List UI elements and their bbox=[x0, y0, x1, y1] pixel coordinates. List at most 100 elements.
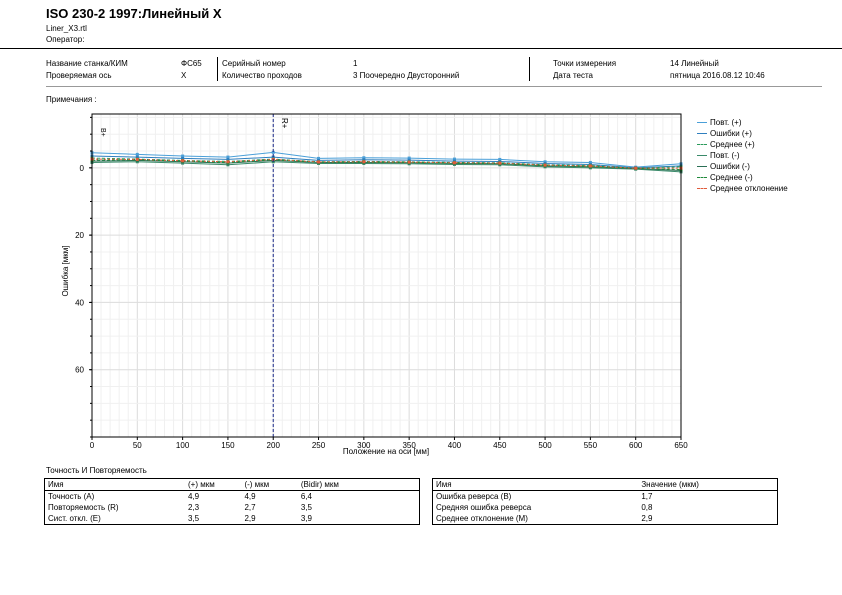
x-tick-label: 500 bbox=[538, 441, 552, 450]
table-row: Средняя ошибка реверса 0,8 bbox=[433, 502, 778, 513]
chart-series bbox=[90, 150, 683, 174]
y-tick-label: 20 bbox=[75, 231, 84, 240]
table-header-cell: Значение (мкм) bbox=[638, 478, 778, 491]
series-point bbox=[135, 152, 139, 156]
legend-entry: Повт. (+) bbox=[697, 118, 742, 127]
series-point bbox=[135, 155, 139, 159]
table-cell: 3,5 bbox=[187, 514, 200, 523]
x-tick-label: 150 bbox=[221, 441, 235, 450]
table-row: Сист. откл. (E) 3,5 2,9 3,9 bbox=[45, 513, 420, 525]
plot-frame bbox=[91, 113, 682, 438]
page-title: ISO 230-2 1997:Линейный X bbox=[46, 6, 222, 21]
reverse-table: Имя Значение (мкм) Ошибка реверса (B) 1,7 Ср… bbox=[432, 478, 778, 525]
y-tick-label: 40 bbox=[75, 298, 84, 307]
legend-swatch bbox=[697, 155, 707, 157]
x-tick-label: 350 bbox=[402, 441, 416, 450]
table-header-cell: (Bidir) мкм bbox=[297, 478, 420, 491]
x-tick-label: 450 bbox=[493, 441, 507, 450]
series-point bbox=[226, 157, 230, 161]
legend-label: Ошибки (+) bbox=[710, 129, 752, 138]
series-point bbox=[498, 161, 502, 165]
table-cell: 4,9 bbox=[187, 492, 200, 501]
y-tick-label: 60 bbox=[75, 366, 84, 375]
points-value: 14 Линейный bbox=[670, 59, 719, 68]
series-point bbox=[362, 160, 366, 164]
info-divider-1 bbox=[217, 57, 218, 81]
series-point bbox=[317, 160, 321, 164]
series-point bbox=[271, 150, 275, 154]
series-point bbox=[407, 160, 411, 164]
x-tick-label: 0 bbox=[90, 441, 95, 450]
series-point bbox=[226, 160, 230, 164]
axis-label: Проверяемая ось bbox=[46, 71, 112, 80]
table-cell: 4,9 bbox=[244, 492, 256, 501]
series-line bbox=[91, 159, 682, 171]
table-cell: 2,9 bbox=[244, 514, 256, 523]
file-name: Liner_X3.rtl bbox=[46, 24, 87, 33]
error-chart: 0 50 100 150 200 250 300 350 400 450 500 550 600 650 0… bbox=[61, 113, 688, 456]
table-header-row: Имя (+) мкм (-) мкм (Bidir) мкм bbox=[44, 478, 420, 491]
legend-entry: Среднее (-) bbox=[697, 173, 753, 182]
series-point bbox=[543, 163, 547, 167]
runs-label: Количество проходов bbox=[222, 71, 302, 80]
operator-label: Оператор: bbox=[46, 35, 85, 44]
legend-swatch bbox=[697, 133, 707, 135]
accuracy-table: Имя (+) мкм (-) мкм (Bidir) мкм Точность (A)… bbox=[44, 478, 420, 525]
serial-value: 1 bbox=[353, 59, 358, 68]
legend-label: Среднее (-) bbox=[710, 173, 753, 182]
header-divider bbox=[0, 48, 842, 49]
legend-label: Среднее (+) bbox=[710, 140, 755, 149]
series-point bbox=[634, 166, 638, 170]
table-cell: 1,7 bbox=[641, 492, 653, 501]
x-axis-label: Положение на оси [мм] bbox=[343, 447, 429, 456]
table-header-cell: (+) мкм bbox=[184, 478, 242, 491]
legend-label: Среднее отклонение bbox=[710, 184, 788, 193]
table-cell: 3,9 bbox=[300, 514, 312, 523]
series-line bbox=[91, 161, 682, 173]
table-cell: 0,8 bbox=[641, 503, 653, 512]
table-header-cell: (-) мкм bbox=[241, 478, 298, 491]
table-cell: Сист. откл. (E) bbox=[48, 514, 101, 523]
table-cell: Повторяемость (R) bbox=[48, 503, 119, 512]
table-cell: 2,3 bbox=[187, 503, 200, 512]
legend-swatch bbox=[697, 188, 707, 190]
series-point bbox=[588, 164, 592, 168]
info-divider-bottom bbox=[46, 86, 822, 87]
table-header-cell: Имя bbox=[44, 478, 185, 491]
series-line bbox=[91, 151, 682, 168]
series-point bbox=[407, 158, 411, 162]
table-row: Точность (A) 4,9 4,9 6,4 bbox=[45, 491, 420, 503]
legend-swatch bbox=[697, 122, 707, 124]
x-tick-label: 100 bbox=[176, 441, 190, 450]
series-point bbox=[317, 156, 321, 160]
y-axis-label: Ошибка [мкм] bbox=[61, 246, 70, 297]
legend-swatch bbox=[697, 144, 707, 146]
series-point bbox=[226, 155, 230, 159]
date-label: Дата теста bbox=[553, 71, 593, 80]
x-tick-label: 250 bbox=[312, 441, 326, 450]
series-point bbox=[135, 157, 139, 161]
table-row: Ошибка реверса (B) 1,7 bbox=[433, 491, 778, 503]
reference-label-b: B+ bbox=[99, 128, 106, 137]
table-row: Повторяемость (R) 2,3 2,7 3,5 bbox=[45, 502, 420, 513]
series-point bbox=[498, 157, 502, 161]
series-point bbox=[452, 161, 456, 165]
series-point bbox=[181, 154, 185, 158]
series-point bbox=[181, 159, 185, 163]
series-point bbox=[543, 160, 547, 164]
notes-label: Примечания : bbox=[46, 95, 97, 104]
series-line bbox=[91, 157, 682, 169]
table-cell: 3,5 bbox=[300, 503, 312, 512]
legend-label: Повт. (+) bbox=[710, 118, 742, 127]
legend-entry: Среднее отклонение bbox=[697, 184, 788, 193]
legend-swatch bbox=[697, 166, 707, 168]
reference-label-r: R+ bbox=[280, 118, 289, 129]
legend-entry: Ошибки (-) bbox=[697, 162, 750, 171]
table-cell: 6,4 bbox=[300, 492, 312, 501]
axis-value: X bbox=[181, 71, 187, 80]
info-divider-2 bbox=[529, 57, 530, 81]
legend-entry: Среднее (+) bbox=[697, 140, 755, 149]
machine-value: ФС65 bbox=[181, 59, 202, 68]
runs-value: 3 Поочередно Двусторонний bbox=[353, 71, 460, 80]
legend-swatch bbox=[697, 177, 707, 179]
